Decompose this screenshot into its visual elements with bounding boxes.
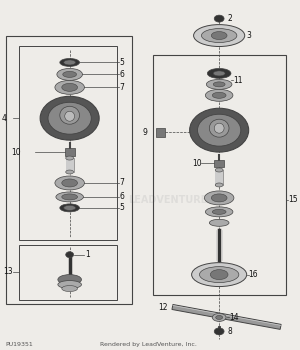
Ellipse shape <box>65 111 75 121</box>
Ellipse shape <box>209 219 229 226</box>
Ellipse shape <box>206 207 233 217</box>
Ellipse shape <box>62 194 77 200</box>
Ellipse shape <box>62 179 77 187</box>
Ellipse shape <box>192 262 247 287</box>
Text: 13: 13 <box>3 267 12 276</box>
Text: 10: 10 <box>11 148 20 156</box>
Ellipse shape <box>194 25 245 47</box>
Ellipse shape <box>215 183 223 187</box>
Ellipse shape <box>57 68 82 80</box>
Ellipse shape <box>212 314 226 321</box>
Bar <box>66 158 74 172</box>
Bar <box>215 170 223 185</box>
Ellipse shape <box>63 71 76 77</box>
Text: 4: 4 <box>1 114 6 123</box>
Bar <box>65 148 75 156</box>
Ellipse shape <box>214 123 224 133</box>
Ellipse shape <box>216 315 223 320</box>
Text: 5: 5 <box>120 58 125 67</box>
Text: PU19351: PU19351 <box>6 342 34 347</box>
Ellipse shape <box>62 83 77 91</box>
Text: 9: 9 <box>142 128 147 136</box>
Ellipse shape <box>212 209 226 214</box>
Ellipse shape <box>60 58 80 66</box>
Text: 7: 7 <box>120 178 125 188</box>
Bar <box>214 160 224 167</box>
Text: 6: 6 <box>120 70 125 79</box>
Ellipse shape <box>211 32 227 40</box>
Text: 7: 7 <box>120 83 125 92</box>
Ellipse shape <box>207 68 231 78</box>
Ellipse shape <box>58 281 82 288</box>
Text: Rendered by LeadVenture, Inc.: Rendered by LeadVenture, Inc. <box>100 342 197 347</box>
Ellipse shape <box>66 252 74 258</box>
Ellipse shape <box>214 328 224 335</box>
Text: 3: 3 <box>247 31 252 40</box>
Ellipse shape <box>64 60 76 65</box>
Ellipse shape <box>213 82 225 87</box>
Ellipse shape <box>215 168 223 172</box>
Ellipse shape <box>204 191 234 205</box>
Ellipse shape <box>197 114 241 146</box>
Text: 16: 16 <box>249 270 258 279</box>
Ellipse shape <box>62 286 77 292</box>
Ellipse shape <box>55 80 84 94</box>
Text: 10: 10 <box>192 159 202 168</box>
Ellipse shape <box>209 119 229 137</box>
Text: 8: 8 <box>227 327 232 336</box>
Ellipse shape <box>214 15 224 22</box>
Ellipse shape <box>60 204 80 212</box>
Ellipse shape <box>40 96 99 140</box>
Bar <box>156 128 165 137</box>
Ellipse shape <box>200 267 239 282</box>
Text: 5: 5 <box>120 203 125 212</box>
Ellipse shape <box>66 156 74 160</box>
Ellipse shape <box>55 176 84 190</box>
Ellipse shape <box>56 192 83 202</box>
Bar <box>153 56 286 294</box>
Ellipse shape <box>66 170 74 174</box>
Text: 11: 11 <box>233 76 242 85</box>
Bar <box>19 46 117 240</box>
Polygon shape <box>172 304 281 329</box>
Ellipse shape <box>213 71 225 76</box>
Ellipse shape <box>210 270 228 280</box>
Text: 14: 14 <box>229 313 238 322</box>
Text: 2: 2 <box>227 14 232 23</box>
Ellipse shape <box>190 108 249 152</box>
Ellipse shape <box>212 92 226 98</box>
Text: LEADVENTURE: LEADVENTURE <box>128 195 208 205</box>
Ellipse shape <box>64 205 76 210</box>
Text: 15: 15 <box>288 195 298 204</box>
Text: 6: 6 <box>120 193 125 201</box>
Ellipse shape <box>211 194 227 202</box>
Ellipse shape <box>58 275 82 285</box>
Text: 12: 12 <box>158 303 168 312</box>
Bar <box>6 36 132 304</box>
Ellipse shape <box>48 102 91 134</box>
Ellipse shape <box>202 29 237 43</box>
Ellipse shape <box>206 89 233 101</box>
Ellipse shape <box>60 106 80 124</box>
Bar <box>19 245 117 300</box>
Ellipse shape <box>206 79 232 89</box>
Text: 1: 1 <box>85 250 90 259</box>
